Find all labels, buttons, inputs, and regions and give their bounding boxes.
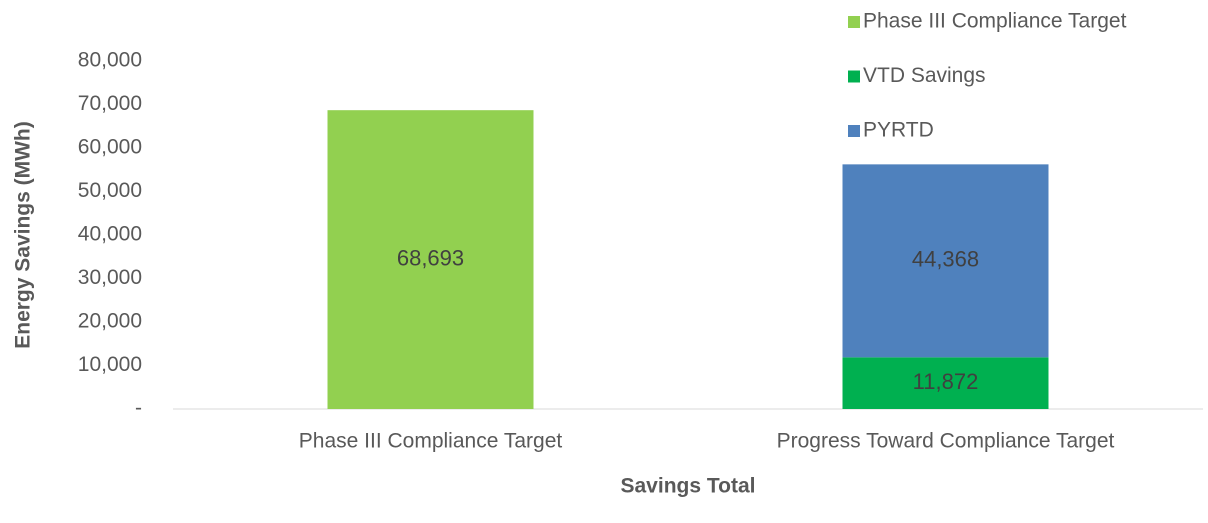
y-tick-label: 50,000 (78, 179, 142, 202)
bar-segment (327, 110, 534, 409)
y-tick-label: 60,000 (78, 136, 142, 159)
legend-label: VTD Savings (863, 64, 986, 87)
value-label: 68,693 (397, 245, 464, 270)
bar-segment (842, 164, 1049, 358)
legend-swatch (848, 125, 860, 137)
legend-swatch (848, 16, 860, 28)
legend-swatch (848, 70, 860, 83)
y-tick-label: - (135, 397, 142, 420)
x-tick-label: Phase III Compliance Target (299, 430, 563, 453)
bar-segment (842, 357, 1049, 409)
x-tick-label: Progress Toward Compliance Target (777, 430, 1115, 453)
legend-label: Phase III Compliance Target (863, 10, 1127, 33)
y-tick-label: 20,000 (78, 310, 142, 333)
legend-label: PYRTD (863, 119, 934, 142)
y-tick-label: 10,000 (78, 353, 142, 376)
y-axis-title: Energy Savings (MWh) (12, 121, 35, 349)
value-label: 44,368 (912, 247, 979, 272)
y-tick-label: 80,000 (78, 49, 142, 72)
y-tick-label: 70,000 (78, 92, 142, 115)
x-axis-title: Savings Total (621, 475, 756, 498)
y-tick-label: 40,000 (78, 223, 142, 246)
y-tick-label: 30,000 (78, 266, 142, 289)
value-label: 11,872 (913, 369, 979, 394)
